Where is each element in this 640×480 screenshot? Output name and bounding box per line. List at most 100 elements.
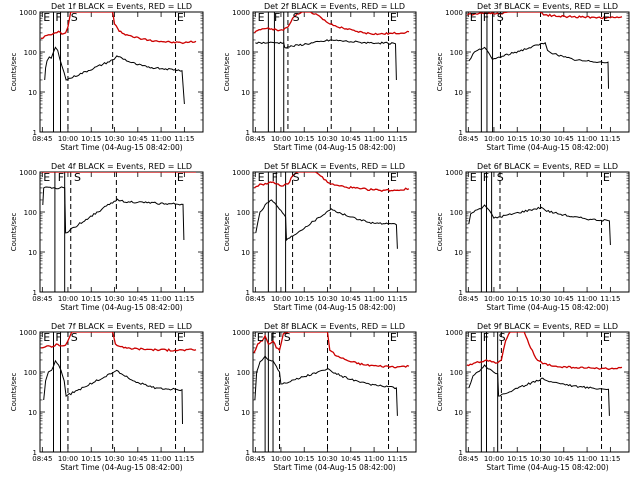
y-axis-label: Counts/sec [436,213,444,252]
x-tick-label: 11:15 [600,135,620,143]
y-tick-label: 100 [237,49,250,57]
region-letter: E [603,331,610,344]
x-tick-label: 11:15 [174,455,194,463]
x-tick-label: 11:00 [577,135,597,143]
panel-title: Det 5f BLACK = Events, RED = LLD [264,162,405,171]
series-events-line [43,359,183,425]
x-tick-label: 10:30 [317,295,337,303]
region-letter: E [177,171,184,184]
x-tick-label: 11:00 [364,295,384,303]
x-tick-label: 10:00 [271,295,291,303]
y-tick-label: 100 [24,369,37,377]
plot-data [41,172,196,292]
x-tick-label: 10:15 [507,455,527,463]
series-lld-line [253,332,410,369]
x-tick-label: 10:15 [507,295,527,303]
y-tick-label: 10 [28,409,37,417]
x-tick-label: 10:15 [294,135,314,143]
series-events-line [255,39,397,81]
plot-data [253,12,410,132]
y-axis-label: Counts/sec [10,373,18,412]
x-tick-label: 08:45 [245,135,265,143]
region-letter: E [470,171,477,184]
y-tick-label: 100 [237,209,250,217]
region-letter: E [258,171,265,184]
plot-frame [465,331,630,453]
x-tick-label: 10:15 [81,135,101,143]
x-tick-label: 11:00 [577,455,597,463]
y-tick-label: 10 [454,89,463,97]
y-tick-label: 1000 [445,329,463,337]
x-tick-label: 11:15 [387,295,407,303]
y-tick-label: 1000 [19,9,37,17]
x-tick-label: 10:45 [341,135,361,143]
x-tick-label: 10:30 [104,455,124,463]
x-tick-label: 11:15 [387,455,407,463]
region-letter: E [390,171,397,184]
panel-det-6: Det 6f BLACK = Events, RED = LLD 1 10 100 10… [436,162,630,312]
region-letter: F [483,331,489,344]
plot-data [253,332,410,452]
x-tick-label: 11:00 [151,135,171,143]
x-tick-label: 08:45 [245,295,265,303]
x-tick-label: 10:45 [554,135,574,143]
y-tick-label: 1000 [232,169,250,177]
region-letter: F [483,11,489,24]
x-tick-label: 11:00 [151,455,171,463]
y-tick-label: 1000 [232,9,250,17]
region-letter: E [177,11,184,24]
y-axis-label: Counts/sec [10,213,18,252]
region-letter: S [293,171,300,184]
panel-det-1: Det 1f BLACK = Events, RED = LLD 1 10 100 10… [10,2,204,152]
y-tick-label: 100 [450,49,463,57]
series-lld-line [467,12,623,20]
region-letter: S [499,331,506,344]
x-tick-label: 11:00 [151,295,171,303]
y-tick-label: 1000 [19,169,37,177]
plot-frame [252,11,417,133]
panel-title: Det 3f BLACK = Events, RED = LLD [477,2,618,11]
x-tick-label: 10:45 [341,455,361,463]
panel-det-8: Det 8f BLACK = Events, RED = LLD 1 10 100 10… [223,322,417,472]
panel-det-5: Det 5f BLACK = Events, RED = LLD 1 10 100 10… [223,162,417,312]
region-letter: F [55,331,61,344]
plot-frame [465,11,630,133]
region-letter: E [603,11,610,24]
region-letter: F [274,11,280,24]
series-events-line [255,199,398,249]
plot-data [466,332,623,452]
y-tick-label: 1 [459,129,463,137]
x-tick-label: 10:15 [294,295,314,303]
panel-title: Det 9f BLACK = Events, RED = LLD [477,322,618,331]
x-tick-label: 10:30 [530,295,550,303]
x-tick-label: 10:00 [484,455,504,463]
region-letter: S [71,11,78,24]
panel-title: Det 8f BLACK = Events, RED = LLD [264,322,405,331]
y-axis-label: Counts/sec [223,373,231,412]
x-axis-label: Start Time (04-Aug-15 08:42:00) [273,463,395,472]
x-tick-label: 10:00 [271,455,291,463]
region-letter: F [483,171,489,184]
x-tick-label: 10:45 [554,295,574,303]
x-tick-label: 08:45 [32,455,52,463]
plot-frame [465,171,630,293]
y-tick-label: 100 [450,369,463,377]
x-tick-label: 11:00 [364,135,384,143]
region-letter: E [43,171,50,184]
region-letter: E [257,331,264,344]
x-tick-label: 10:30 [317,135,337,143]
x-tick-label: 10:15 [81,295,101,303]
series-events-line [254,355,398,416]
x-tick-label: 10:45 [128,135,148,143]
x-tick-label: 11:15 [600,295,620,303]
x-axis-label: Start Time (04-Aug-15 08:42:00) [60,303,182,312]
region-letter: E [258,11,265,24]
region-letter: S [293,11,300,24]
x-tick-label: 10:00 [271,135,291,143]
y-tick-label: 1 [459,289,463,297]
x-axis-label: Start Time (04-Aug-15 08:42:00) [273,303,395,312]
x-tick-label: 08:45 [32,135,52,143]
y-tick-label: 1 [33,449,37,457]
region-letter: E [470,11,477,24]
